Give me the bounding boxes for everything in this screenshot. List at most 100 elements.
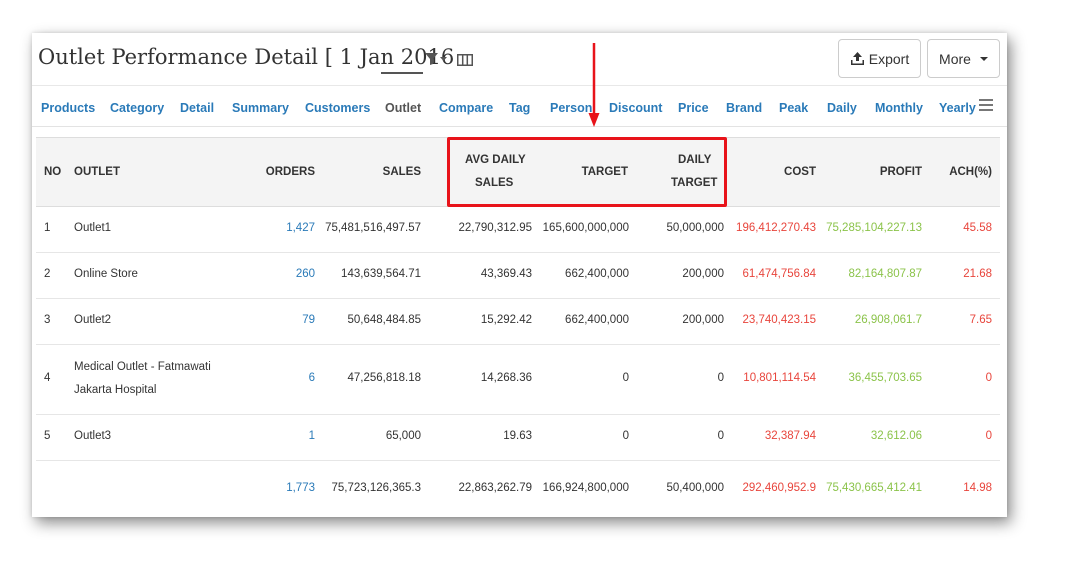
- columns-icon[interactable]: [457, 53, 473, 71]
- row-avg-daily-sales: 15,292.42: [480, 314, 532, 326]
- row-ach: 0: [985, 372, 992, 384]
- tab-daily[interactable]: Daily: [827, 101, 857, 115]
- report-tabs: Products Category Detail Summary Custome…: [32, 85, 1007, 127]
- filter-icon[interactable]: [425, 52, 449, 71]
- row-profit: 75,285,104,227.13: [826, 222, 922, 234]
- row-orders-link[interactable]: 6: [308, 372, 315, 384]
- row-sales: 143,639,564.71: [341, 268, 421, 280]
- tab-summary[interactable]: Summary: [232, 101, 289, 115]
- row-orders-link[interactable]: 260: [295, 268, 315, 280]
- row-sales: 75,481,516,497.57: [325, 222, 421, 234]
- col-outlet[interactable]: OUTLET: [74, 166, 120, 178]
- row-orders-link[interactable]: 1,427: [286, 222, 315, 234]
- caret-down-icon: [979, 56, 988, 61]
- col-sales[interactable]: SALES: [382, 166, 421, 178]
- row-sales: 50,648,484.85: [347, 314, 421, 326]
- tab-category[interactable]: Category: [110, 101, 165, 115]
- row-target: 662,400,000: [565, 314, 629, 326]
- report-header: Outlet Performance Detail [ 1 Jan 2016 E…: [32, 33, 1007, 85]
- row-no: 5: [44, 430, 51, 442]
- row-ach: 0: [985, 430, 992, 442]
- more-label: More: [939, 50, 971, 67]
- row-daily-target: 0: [717, 372, 724, 384]
- row-cost: 10,801,114.54: [743, 372, 816, 384]
- col-avg-daily-sales-line2[interactable]: SALES: [475, 177, 514, 189]
- row-outlet: Outlet1: [74, 222, 112, 234]
- row-profit: 26,908,061.7: [854, 314, 922, 326]
- highlight-box: [447, 137, 727, 207]
- arrow-down-icon: [588, 43, 600, 127]
- active-tab-indicator: [381, 72, 423, 74]
- export-button[interactable]: Export: [838, 39, 921, 78]
- tab-price[interactable]: Price: [678, 101, 709, 115]
- row-target: 662,400,000: [565, 268, 629, 280]
- row-no: 2: [44, 268, 51, 280]
- row-outlet: Medical Outlet - Fatmawati: [74, 361, 211, 373]
- row-target: 165,600,000,000: [542, 222, 629, 234]
- row-ach: 7.65: [969, 314, 992, 326]
- row-avg-daily-sales: 19.63: [503, 430, 532, 442]
- row-divider: [36, 252, 1000, 253]
- col-no[interactable]: NO: [44, 166, 62, 178]
- upload-icon: [850, 51, 864, 65]
- row-orders-link[interactable]: 79: [302, 314, 315, 326]
- tab-customers[interactable]: Customers: [305, 101, 371, 115]
- tab-detail[interactable]: Detail: [180, 101, 215, 115]
- row-profit: 32,612.06: [870, 430, 922, 442]
- row-outlet: Outlet3: [74, 430, 112, 442]
- row-target: 0: [622, 372, 629, 384]
- row-outlet: Outlet2: [74, 314, 112, 326]
- total-cost: 292,460,952.9: [742, 482, 816, 494]
- row-divider: [36, 414, 1000, 415]
- col-orders[interactable]: ORDERS: [265, 166, 315, 178]
- row-cost: 32,387.94: [764, 430, 816, 442]
- col-daily-target-line1[interactable]: DAILY: [678, 154, 712, 166]
- total-avg-daily-sales: 22,863,262.79: [458, 482, 532, 494]
- row-target: 0: [622, 430, 629, 442]
- row-orders-link[interactable]: 1: [308, 430, 315, 442]
- row-sales: 47,256,818.18: [347, 372, 421, 384]
- row-divider: [36, 460, 1000, 461]
- row-ach: 21.68: [963, 268, 992, 280]
- total-ach: 14.98: [963, 482, 992, 494]
- col-ach[interactable]: ACH(%): [949, 166, 992, 178]
- row-profit: 82,164,807.87: [848, 268, 922, 280]
- total-profit: 75,430,665,412.41: [826, 482, 922, 494]
- tab-yearly[interactable]: Yearly: [939, 101, 976, 115]
- tab-tag[interactable]: Tag: [509, 101, 531, 115]
- row-daily-target: 0: [717, 430, 724, 442]
- row-profit: 36,455,703.65: [848, 372, 922, 384]
- tab-peak[interactable]: Peak: [779, 101, 809, 115]
- row-divider: [36, 298, 1000, 299]
- col-daily-target-line2[interactable]: TARGET: [671, 177, 718, 189]
- tab-compare[interactable]: Compare: [439, 101, 494, 115]
- tab-products[interactable]: Products: [41, 101, 96, 115]
- row-daily-target: 50,000,000: [666, 222, 724, 234]
- tab-brand[interactable]: Brand: [726, 101, 763, 115]
- tab-outlet[interactable]: Outlet: [385, 101, 422, 115]
- tab-monthly[interactable]: Monthly: [875, 101, 923, 115]
- row-no: 4: [44, 372, 51, 384]
- more-dropdown-button[interactable]: More: [927, 39, 1000, 78]
- row-cost: 61,474,756.84: [742, 268, 816, 280]
- total-daily-target: 50,400,000: [666, 482, 724, 494]
- menu-icon[interactable]: [979, 98, 993, 116]
- col-target[interactable]: TARGET: [581, 166, 628, 178]
- report-card: Outlet Performance Detail [ 1 Jan 2016 E…: [32, 33, 1007, 517]
- row-outlet-line2: Jakarta Hospital: [74, 384, 157, 396]
- total-sales: 75,723,126,365.3: [331, 482, 421, 494]
- tab-discount[interactable]: Discount: [609, 101, 663, 115]
- tab-person[interactable]: Person: [550, 101, 593, 115]
- row-cost: 196,412,270.43: [736, 222, 816, 234]
- col-cost[interactable]: COST: [784, 166, 816, 178]
- row-no: 1: [44, 222, 51, 234]
- row-ach: 45.58: [963, 222, 992, 234]
- total-target: 166,924,800,000: [542, 482, 629, 494]
- total-orders-link[interactable]: 1,773: [286, 482, 315, 494]
- col-profit[interactable]: PROFIT: [879, 166, 922, 178]
- page-title: Outlet Performance Detail [ 1 Jan 2016: [38, 45, 455, 69]
- col-avg-daily-sales-line1[interactable]: AVG DAILY: [465, 154, 526, 166]
- row-outlet: Online Store: [74, 268, 138, 280]
- row-avg-daily-sales: 43,369.43: [480, 268, 532, 280]
- row-divider: [36, 344, 1000, 345]
